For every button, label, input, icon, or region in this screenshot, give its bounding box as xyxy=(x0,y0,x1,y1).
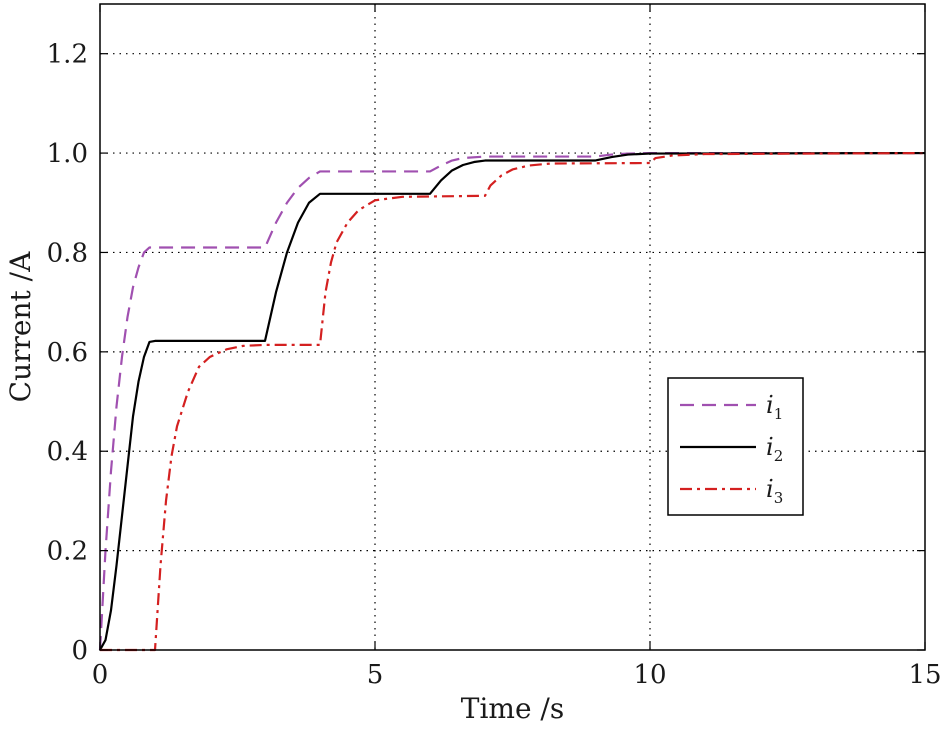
x-tick-label: 0 xyxy=(92,660,109,690)
series-layer xyxy=(98,151,926,652)
axis-ticks: 0 5 10 15 0 0.2 0.4 0.6 0.8 1.0 1.2 xyxy=(47,4,942,690)
x-tick-label: 10 xyxy=(633,660,666,690)
series-line-3 xyxy=(100,151,926,652)
series-line-2 xyxy=(99,151,926,651)
y-tick-label: 0.2 xyxy=(47,537,88,567)
x-tick-label: 15 xyxy=(908,660,941,690)
y-tick-label: 0.4 xyxy=(47,437,88,467)
y-tick-label: 1.0 xyxy=(47,139,88,169)
plot-frame xyxy=(99,3,926,651)
y-tick-label: 0.6 xyxy=(47,338,88,368)
legend: i1 i2 i3 xyxy=(667,377,804,516)
y-tick-label: 0 xyxy=(71,636,88,666)
y-tick-label: 0.8 xyxy=(47,238,88,268)
x-axis-label: Time /s xyxy=(461,692,564,725)
legend-label-1: i1 xyxy=(766,391,783,423)
grid xyxy=(100,4,925,650)
legend-label-2: i2 xyxy=(766,433,783,465)
y-axis-label: Current /A xyxy=(4,251,37,402)
series-line-1 xyxy=(98,151,925,651)
legend-label-3: i3 xyxy=(766,475,783,507)
y-tick-label: 1.2 xyxy=(47,40,88,70)
x-tick-label: 5 xyxy=(367,660,384,690)
